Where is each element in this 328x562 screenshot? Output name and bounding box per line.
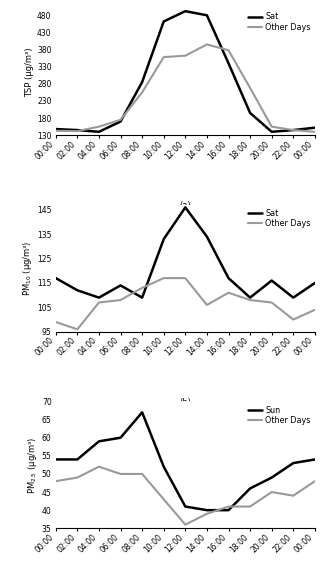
Other Days [119, 116, 123, 123]
Sun [270, 474, 274, 481]
Other Days [205, 302, 209, 309]
Other Days [270, 299, 274, 306]
Other Days [140, 470, 144, 477]
Legend: Sat, Other Days: Sat, Other Days [245, 207, 313, 230]
Sun [313, 456, 317, 463]
Sun [205, 507, 209, 514]
Line: Sat: Sat [56, 207, 315, 298]
Y-axis label: PM$_{10}$ (μg/m³): PM$_{10}$ (μg/m³) [21, 241, 34, 296]
Sat [248, 294, 252, 301]
Other Days [205, 510, 209, 517]
Sat [270, 277, 274, 284]
Other Days [97, 123, 101, 130]
Sat [119, 118, 123, 125]
Other Days [248, 297, 252, 303]
Other Days [270, 123, 274, 130]
Other Days [183, 522, 187, 528]
Sat [270, 129, 274, 135]
Other Days [119, 297, 123, 303]
Line: Other Days: Other Days [56, 466, 315, 525]
Sun [119, 434, 123, 441]
Other Days [54, 319, 58, 325]
Sat [313, 280, 317, 287]
Sat [205, 233, 209, 240]
Other Days [227, 289, 231, 296]
Sun [291, 460, 295, 466]
Line: Other Days: Other Days [56, 278, 315, 329]
Sat [291, 294, 295, 301]
Other Days [291, 492, 295, 499]
Sat [162, 18, 166, 25]
Sat [183, 204, 187, 211]
Other Days [162, 275, 166, 282]
Sat [54, 126, 58, 133]
Other Days [97, 463, 101, 470]
Other Days [75, 474, 79, 481]
Line: Sat: Sat [56, 11, 315, 132]
Other Days [119, 470, 123, 477]
Sat [75, 126, 79, 133]
Sun [97, 438, 101, 445]
Line: Other Days: Other Days [56, 44, 315, 132]
Sat [140, 294, 144, 301]
Other Days [75, 326, 79, 333]
Other Days [75, 128, 79, 134]
Legend: Sun, Other Days: Sun, Other Days [245, 403, 313, 427]
Sun [227, 507, 231, 514]
Text: (b): (b) [179, 398, 191, 407]
Sat [140, 79, 144, 85]
Sun [248, 485, 252, 492]
Sat [227, 275, 231, 282]
Other Days [248, 84, 252, 91]
Sun [54, 456, 58, 463]
Other Days [291, 126, 295, 133]
Sat [313, 124, 317, 131]
Other Days [183, 52, 187, 59]
Sat [97, 129, 101, 135]
Sat [97, 294, 101, 301]
Other Days [205, 41, 209, 48]
Sat [291, 126, 295, 133]
Other Days [140, 284, 144, 291]
Sat [119, 282, 123, 289]
Other Days [54, 128, 58, 134]
Sun [75, 456, 79, 463]
Other Days [227, 503, 231, 510]
Line: Sun: Sun [56, 413, 315, 510]
Other Days [227, 47, 231, 53]
Legend: Sat, Other Days: Sat, Other Days [245, 10, 313, 34]
Other Days [162, 496, 166, 502]
Other Days [270, 489, 274, 496]
Sat [227, 60, 231, 67]
Other Days [291, 316, 295, 323]
Other Days [313, 129, 317, 135]
Other Days [140, 89, 144, 96]
Sat [162, 235, 166, 242]
Sun [140, 409, 144, 416]
Other Days [97, 299, 101, 306]
Sat [75, 287, 79, 294]
Sat [248, 110, 252, 116]
Y-axis label: PM$_{2.5}$ (μg/m³): PM$_{2.5}$ (μg/m³) [26, 436, 39, 493]
Other Days [183, 275, 187, 282]
Other Days [248, 503, 252, 510]
Sat [205, 12, 209, 19]
Other Days [162, 54, 166, 61]
Text: (a): (a) [179, 201, 191, 210]
Other Days [313, 478, 317, 484]
Other Days [313, 306, 317, 313]
Y-axis label: TSP (μg/m³): TSP (μg/m³) [25, 47, 34, 97]
Sat [54, 275, 58, 282]
Sat [183, 8, 187, 15]
Sun [183, 503, 187, 510]
Sun [162, 463, 166, 470]
Other Days [54, 478, 58, 484]
